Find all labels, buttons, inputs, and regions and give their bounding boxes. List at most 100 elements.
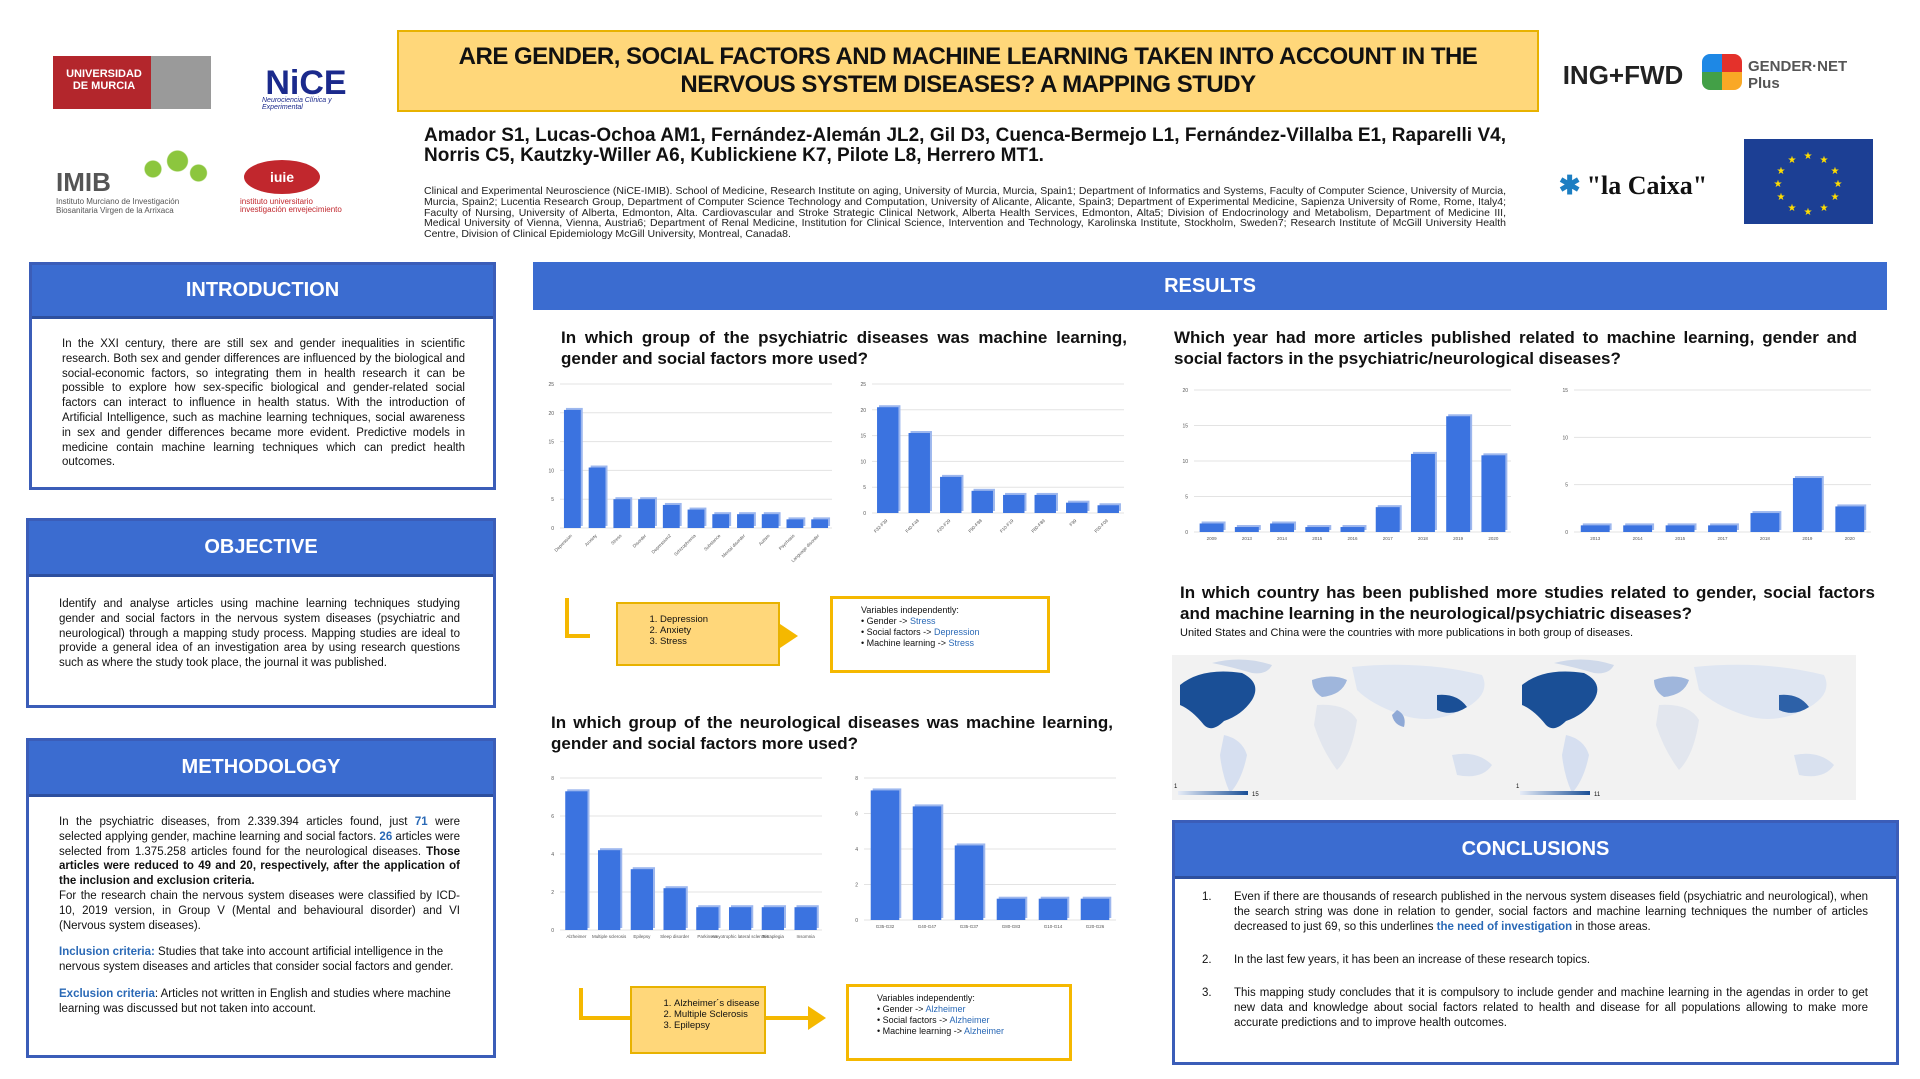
bar [877,407,899,513]
bar [613,499,631,528]
question-neurological: In which group of the neurological disea… [551,713,1113,753]
bar [1066,502,1088,513]
list-item: 2. In the last few years, it has been an… [1202,954,1591,966]
map-legend-bar [1178,791,1248,795]
y-tick-label: 5 [551,497,554,503]
bar-chart-svg: 0 5 10 15 20 25 F32-F39 F40-F48 F20-F29 F90-F98 F1… [860,382,1124,534]
bar [1481,455,1506,532]
objective-section: OBJECTIVE Identify and analyse articles … [26,518,496,708]
bar [908,433,930,513]
chart-psychiatric-icd-groups: 0 5 10 15 20 25 F32-F39 F40-F48 F20-F29 F90-F98 F1… [850,376,1130,561]
la-caixa-logo: ✱ "la Caixa" [1558,171,1708,200]
world-map-neuro-icon [1522,659,1834,793]
x-tick-label: G20-G26 [1086,924,1105,929]
chart-year-psychiatric: 0 5 10 15 20 2009 2013 2014 2015 2016 2017 2018 2019… [1172,382,1517,562]
bar [954,845,984,920]
universidad-murcia-logo: UNIVERSIDAD DE MURCIA [53,56,211,109]
results-heading: RESULTS [533,262,1887,310]
bar [1835,506,1865,532]
poster-title: ARE GENDER, SOCIAL FACTORS AND MACHINE L… [458,43,1478,98]
conclusions-section: CONCLUSIONS [1172,820,1899,1065]
bar [1446,416,1471,532]
y-tick-label: 4 [551,852,554,858]
x-tick-label: Depression2 [651,533,673,555]
y-tick-label: 0 [863,511,866,517]
y-tick-label: 10 [1562,435,1568,441]
x-tick-label: Autism [758,533,771,546]
neuro-variables-box: Variables independently: Gender -> Alzhe… [846,984,1072,1061]
x-tick-label: 2014 [1633,536,1644,541]
conclusions-heading: CONCLUSIONS [1175,823,1896,879]
bar [1080,898,1110,920]
bar [696,907,719,930]
svg-text:★: ★ [1831,192,1840,203]
x-tick-label: G35-G37 [960,924,979,929]
bar [1708,525,1737,532]
x-tick-label: 2020 [1488,536,1499,541]
imib-dots-icon [139,149,209,189]
x-tick-label: 2020 [1845,536,1856,541]
svg-text:★: ★ [1777,192,1786,203]
svg-text:★: ★ [1788,155,1797,166]
bar-chart-svg: 0 5 10 15 2013 2014 2015 2017 2018 2019 2020 [1562,388,1871,541]
bar [563,409,581,528]
x-tick-label: F40-F48 [904,518,920,534]
imib-logo: IMIB Instituto Murciano de Investigación… [53,145,213,225]
bar [940,476,962,513]
x-tick-label: Mental disorder [721,533,747,559]
x-tick-label: F20-F29 [936,518,952,534]
poster-title-box: ARE GENDER, SOCIAL FACTORS AND MACHINE L… [397,30,1539,112]
y-tick-label: 0 [551,526,554,532]
y-tick-label: 2 [551,890,554,896]
y-tick-label: 8 [855,776,858,782]
x-tick-label: Insomnia [796,934,815,939]
x-tick-label: Epilepsy [633,934,651,939]
svg-text:★: ★ [1831,166,1840,177]
x-tick-label: 2015 [1312,536,1323,541]
bar [662,504,680,528]
bar [638,499,655,528]
svg-text:★: ★ [1774,179,1783,190]
affiliations: Clinical and Experimental Neuroscience (… [424,185,1506,241]
x-tick-label: 2017 [1383,536,1394,541]
caixa-star-icon: ✱ [1558,171,1581,200]
question-psychiatric: In which group of the psychiatric diseas… [561,328,1127,368]
bar [663,888,686,930]
y-tick-label: 0 [855,918,858,924]
bar [1750,513,1780,532]
bar [1580,525,1610,532]
svg-text:★: ★ [1804,151,1813,162]
bar-chart-svg: 0 2 4 6 8 Alzheimer Multiple sclerosis Epilepsy… [551,776,822,939]
bar [811,519,829,528]
bar [794,907,817,930]
bar-chart-svg: 0 5 10 15 20 2009 2013 2014 2015 2016 2017 2018 2019… [1182,388,1511,541]
x-tick-label: Alzheimer [566,934,587,939]
iuie-logo: iuie instituto universitario investigaci… [240,160,360,230]
bar [1375,507,1400,532]
chart-neurological-icd-groups: 0 2 4 6 8 G35-G32 G40-G47 G35-G37 G80-G83 G10-G14… [842,770,1122,950]
svg-text:★: ★ [1834,179,1842,190]
bar [1270,523,1295,532]
x-tick-label: Disorder [632,533,648,549]
introduction-heading: INTRODUCTION [32,265,493,319]
x-tick-label: F90-F98 [967,518,983,534]
bar [597,850,621,930]
y-tick-label: 20 [1182,388,1188,394]
y-tick-label: 5 [1185,495,1188,501]
y-tick-label: 2 [855,883,858,889]
x-tick-label: 2013 [1242,536,1253,541]
svg-text:★: ★ [1777,166,1786,177]
map-legend-bar [1520,791,1590,795]
authors: Amador S1, Lucas-Ochoa AM1, Fernández-Al… [424,125,1506,166]
y-tick-label: 20 [860,408,866,414]
bar [1199,523,1224,532]
bar [996,898,1026,920]
y-tick-label: 25 [860,382,866,388]
list-item: 1. Even if there are thousands of resear… [1202,891,1868,933]
x-tick-label: 2009 [1207,536,1218,541]
x-tick-label: G10-G14 [1044,924,1063,929]
svg-text:★: ★ [1820,155,1829,166]
y-tick-label: 4 [855,847,858,853]
x-tick-label: Amyotrophic lateral sclerosis [711,934,769,939]
question-year: Which year had more articles published r… [1174,328,1857,368]
